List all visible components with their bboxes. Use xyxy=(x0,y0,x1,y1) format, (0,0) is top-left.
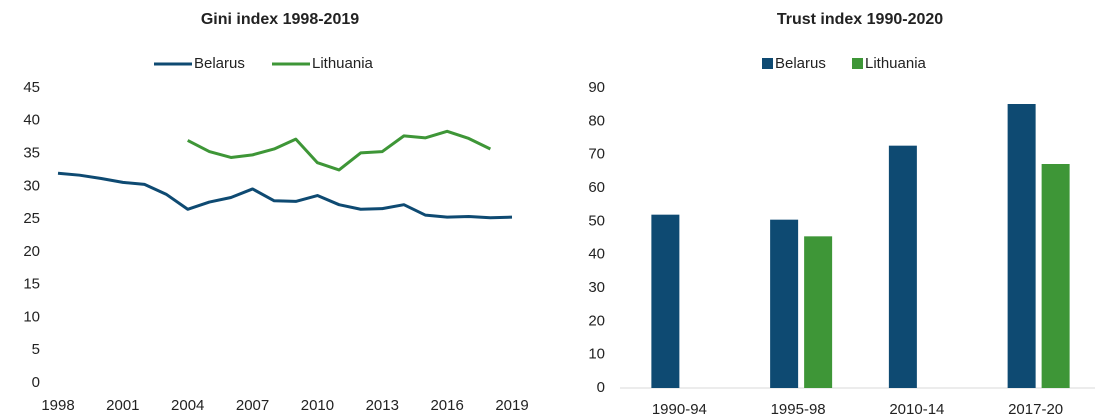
y-tick-label: 0 xyxy=(32,374,40,391)
x-tick-label: 2017-20 xyxy=(1008,401,1063,417)
y-tick-label: 50 xyxy=(588,212,605,229)
bar xyxy=(651,214,680,388)
y-tick-label: 5 xyxy=(32,341,40,358)
bar xyxy=(804,236,833,388)
y-tick-label: 45 xyxy=(23,79,40,96)
y-tick-label: 15 xyxy=(23,276,40,293)
x-tick-label: 2010-14 xyxy=(889,401,944,417)
x-tick-label: 2007 xyxy=(236,397,269,414)
chart-title: Trust index 1990-2020 xyxy=(777,11,943,28)
x-tick-label: 2004 xyxy=(171,397,204,414)
bar xyxy=(770,219,799,388)
y-tick-label: 25 xyxy=(23,210,40,227)
x-tick-label: 1995-98 xyxy=(771,401,826,417)
y-tick-label: 40 xyxy=(23,112,40,129)
y-tick-label: 80 xyxy=(588,112,605,129)
y-tick-label: 30 xyxy=(588,279,605,296)
y-tick-label: 30 xyxy=(23,177,40,194)
bar xyxy=(888,145,917,388)
legend-label: Belarus xyxy=(775,55,826,72)
legend-swatch xyxy=(762,58,773,69)
x-tick-label: 2001 xyxy=(106,397,139,414)
y-tick-label: 0 xyxy=(597,379,605,396)
legend-label: Belarus xyxy=(194,55,245,72)
x-tick-label: 2013 xyxy=(366,397,399,414)
y-tick-label: 10 xyxy=(588,346,605,363)
y-tick-label: 35 xyxy=(23,145,40,162)
y-tick-label: 70 xyxy=(588,146,605,163)
chart-title: Gini index 1998-2019 xyxy=(201,11,359,28)
y-tick-label: 90 xyxy=(588,79,605,96)
y-tick-label: 40 xyxy=(588,246,605,263)
x-tick-label: 1998 xyxy=(41,397,74,414)
y-tick-label: 60 xyxy=(588,179,605,196)
legend-label: Lithuania xyxy=(312,55,374,72)
data-line xyxy=(57,171,513,220)
legend-label: Lithuania xyxy=(865,55,927,72)
x-tick-label: 2019 xyxy=(495,397,528,414)
x-tick-label: 2016 xyxy=(430,397,463,414)
y-tick-label: 10 xyxy=(23,308,40,325)
y-tick-label: 20 xyxy=(588,312,605,329)
data-line xyxy=(187,129,492,172)
legend-swatch xyxy=(852,58,863,69)
bar xyxy=(1041,164,1070,388)
x-tick-label: 1990-94 xyxy=(652,401,707,417)
bar xyxy=(1007,104,1036,388)
y-tick-label: 20 xyxy=(23,243,40,260)
x-tick-label: 2010 xyxy=(301,397,334,414)
